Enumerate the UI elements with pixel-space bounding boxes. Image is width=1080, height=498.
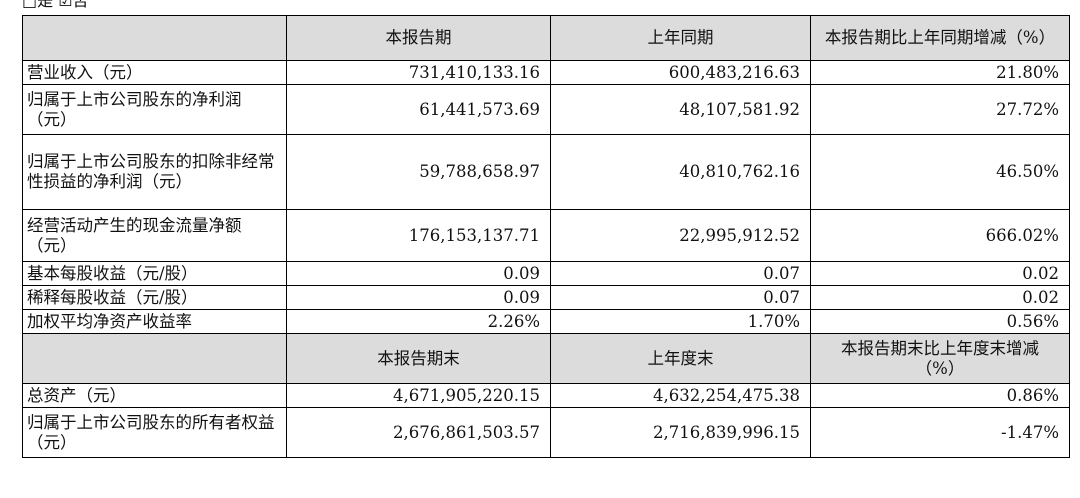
current-value: 2,676,861,503.57 [286, 407, 551, 458]
current-value: 2.26% [286, 309, 551, 334]
previous-value: 2,716,839,996.15 [550, 407, 811, 458]
row-label: 稀释每股收益（元/股） [22, 285, 287, 310]
header-previous-year-end: 上年度末 [550, 333, 811, 384]
table-row: 加权平均净资产收益率 2.26% 1.70% 0.56% [22, 309, 1070, 334]
previous-value: 1.70% [550, 309, 811, 334]
table-row: 归属于上市公司股东的净利润（元） 61,441,573.69 48,107,58… [22, 84, 1070, 135]
table-row: 基本每股收益（元/股） 0.09 0.07 0.02 [22, 261, 1070, 286]
header-blank-cell [22, 333, 287, 384]
header-period-change: 本报告期比上年同期增减（%） [810, 15, 1070, 61]
change-value: 0.56% [810, 309, 1070, 334]
change-value: 0.86% [810, 383, 1070, 408]
previous-value: 22,995,912.52 [550, 209, 811, 262]
header-row-period: 本报告期 上年同期 本报告期比上年同期增减（%） [22, 15, 1070, 61]
header-period-end-change: 本报告期末比上年度末增减（%） [810, 333, 1070, 384]
row-label: 加权平均净资产收益率 [22, 309, 287, 334]
row-label: 营业收入（元） [22, 60, 287, 85]
table-row: 经营活动产生的现金流量净额（元） 176,153,137.71 22,995,9… [22, 209, 1070, 262]
table-row: 归属于上市公司股东的所有者权益（元） 2,676,861,503.57 2,71… [22, 407, 1070, 458]
table-row: 稀释每股收益（元/股） 0.09 0.07 0.02 [22, 285, 1070, 310]
current-value: 176,153,137.71 [286, 209, 551, 262]
row-label: 归属于上市公司股东的所有者权益（元） [22, 407, 287, 458]
current-value: 4,671,905,220.15 [286, 383, 551, 408]
previous-value: 600,483,216.63 [550, 60, 811, 85]
previous-value: 0.07 [550, 285, 811, 310]
table-row: 归属于上市公司股东的扣除非经常性损益的净利润（元） 59,788,658.97 … [22, 134, 1070, 210]
table-row: 营业收入（元） 731,410,133.16 600,483,216.63 21… [22, 60, 1070, 85]
previous-value: 4,632,254,475.38 [550, 383, 811, 408]
row-label: 经营活动产生的现金流量净额（元） [22, 209, 287, 262]
previous-value: 48,107,581.92 [550, 84, 811, 135]
row-label: 归属于上市公司股东的净利润（元） [22, 84, 287, 135]
change-value: 27.72% [810, 84, 1070, 135]
change-value: 666.02% [810, 209, 1070, 262]
header-current-period: 本报告期 [286, 15, 551, 61]
row-label: 总资产（元） [22, 383, 287, 408]
row-label: 归属于上市公司股东的扣除非经常性损益的净利润（元） [22, 134, 287, 210]
current-value: 59,788,658.97 [286, 134, 551, 210]
header-blank-cell [22, 15, 287, 61]
current-value: 731,410,133.16 [286, 60, 551, 85]
change-value: 0.02 [810, 285, 1070, 310]
header-current-period-end: 本报告期末 [286, 333, 551, 384]
previous-value: 0.07 [550, 261, 811, 286]
change-value: 0.02 [810, 261, 1070, 286]
table-row: 总资产（元） 4,671,905,220.15 4,632,254,475.38… [22, 383, 1070, 408]
current-value: 61,441,573.69 [286, 84, 551, 135]
header-row-period-end: 本报告期末 上年度末 本报告期末比上年度末增减（%） [22, 333, 1070, 384]
current-value: 0.09 [286, 285, 551, 310]
current-value: 0.09 [286, 261, 551, 286]
header-previous-period: 上年同期 [550, 15, 811, 61]
change-value: -1.47% [810, 407, 1070, 458]
financial-data-table: 本报告期 上年同期 本报告期比上年同期增减（%） 营业收入（元） 731,410… [22, 15, 1070, 458]
previous-value: 40,810,762.16 [550, 134, 811, 210]
checkbox-note: □是 ☑否 [22, 0, 89, 10]
change-value: 46.50% [810, 134, 1070, 210]
change-value: 21.80% [810, 60, 1070, 85]
row-label: 基本每股收益（元/股） [22, 261, 287, 286]
